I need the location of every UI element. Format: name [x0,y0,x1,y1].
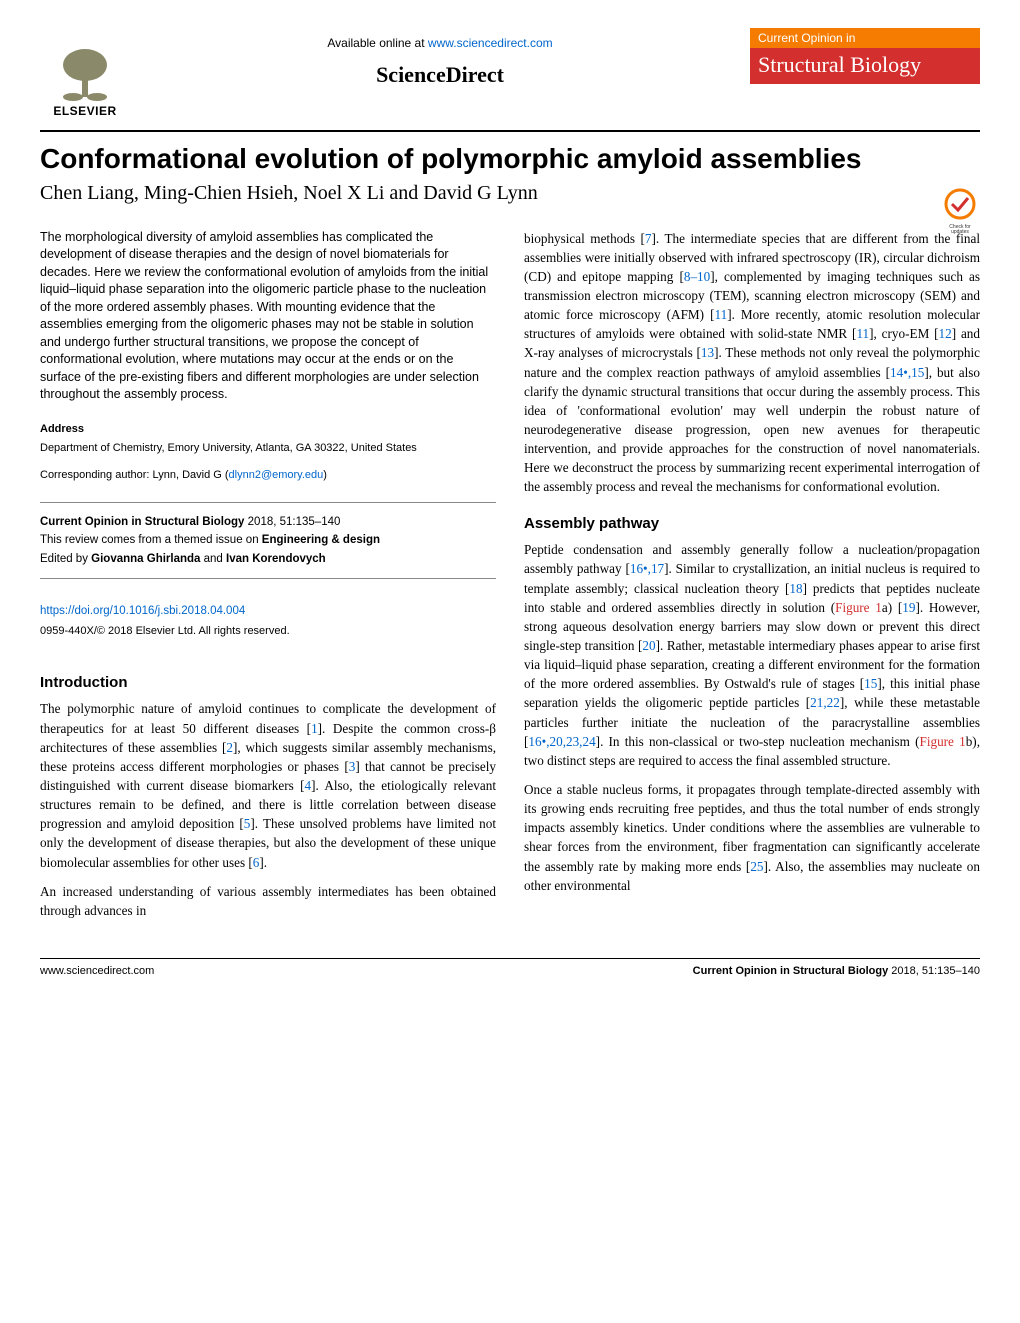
figure-1b-link[interactable]: Figure 1 [919,734,965,749]
figure-1-link[interactable]: Figure 1 [835,600,882,615]
ref-16-20-23-24[interactable]: 16•,20,23,24 [528,734,595,749]
ref-19[interactable]: 19 [902,600,915,615]
footer-pages: 2018, 51:135–140 [888,965,980,977]
sciencedirect-wordmark: ScienceDirect [130,62,750,88]
citation-info-box: Current Opinion in Structural Biology 20… [40,502,496,579]
header-center: Available online at www.sciencedirect.co… [130,28,750,88]
left-column: The morphological diversity of amyloid a… [40,229,496,930]
citation-journal: Current Opinion in Structural Biology [40,516,244,528]
editors-line: Edited by Giovanna Ghirlanda and Ivan Ko… [40,550,496,568]
ref-8-10[interactable]: 8–10 [684,269,710,284]
elsevier-logo-text: ELSEVIER [53,104,116,118]
footer-right: Current Opinion in Structural Biology 20… [693,965,980,977]
copyright: 0959-440X/© 2018 Elsevier Ltd. All right… [40,624,496,640]
address-label: Address [40,422,496,438]
header: ELSEVIER Available online at www.science… [40,28,980,118]
corresp-prefix: Corresponding author: Lynn, David G ( [40,469,229,481]
section-assembly-head: Assembly pathway [524,513,980,535]
ref-18[interactable]: 18 [789,581,802,596]
ref-25[interactable]: 25 [750,859,763,874]
svg-text:updates: updates [951,229,969,234]
ref-11b[interactable]: 11 [856,326,869,341]
ref-2[interactable]: 2 [226,740,233,755]
section-intro-head: Introduction [40,672,496,694]
ref-16-17[interactable]: 16•,17 [630,561,664,576]
journal-badge-bottom: Structural Biology [750,48,980,84]
ref-14-15[interactable]: 14•,15 [890,365,924,380]
citation-line: Current Opinion in Structural Biology 20… [40,513,496,531]
sciencedirect-link[interactable]: www.sciencedirect.com [428,36,553,50]
editor-1: Giovanna Ghirlanda [91,553,200,565]
ref-21-22[interactable]: 21,22 [810,695,840,710]
available-online: Available online at www.sciencedirect.co… [130,36,750,50]
assembly-paragraph-1: Peptide condensation and assembly genera… [524,540,980,770]
doi-block: https://doi.org/10.1016/j.sbi.2018.04.00… [40,603,496,640]
assembly-paragraph-2: Once a stable nucleus forms, it propagat… [524,780,980,895]
tree-icon [55,47,115,102]
ref-15[interactable]: 15 [864,676,877,691]
intro-paragraph-2: An increased understanding of various as… [40,882,496,920]
ref-1[interactable]: 1 [311,721,318,736]
check-updates-icon[interactable]: Check for updates [936,186,984,234]
ref-13[interactable]: 13 [701,345,714,360]
editor-2: Ivan Korendovych [226,553,326,565]
abstract: The morphological diversity of amyloid a… [40,229,496,404]
journal-badge-top: Current Opinion in [750,28,980,48]
ref-11[interactable]: 11 [714,307,727,322]
right-column: biophysical methods [7]. The intermediat… [524,229,980,930]
corresp-close: ) [323,469,327,481]
address-text: Department of Chemistry, Emory Universit… [40,441,496,456]
footer-left: www.sciencedirect.com [40,965,154,977]
edited-prefix: Edited by [40,553,91,565]
corresp-email[interactable]: dlynn2@emory.edu [229,469,324,481]
article-title: Conformational evolution of polymorphic … [40,142,980,176]
theme-line: This review comes from a themed issue on… [40,531,496,549]
editors-and: and [200,553,226,565]
corresponding-author: Corresponding author: Lynn, David G (dly… [40,468,496,484]
doi-link[interactable]: https://doi.org/10.1016/j.sbi.2018.04.00… [40,605,245,617]
col2-paragraph-1: biophysical methods [7]. The intermediat… [524,229,980,497]
elsevier-logo: ELSEVIER [40,28,130,118]
citation-rest: 2018, 51:135–140 [244,516,340,528]
journal-badge: Current Opinion in Structural Biology [750,28,980,84]
two-column-body: The morphological diversity of amyloid a… [40,229,980,930]
footer: www.sciencedirect.com Current Opinion in… [40,958,980,977]
intro-paragraph-1: The polymorphic nature of amyloid contin… [40,699,496,871]
theme-name: Engineering & design [262,534,380,546]
authors: Chen Liang, Ming-Chien Hsieh, Noel X Li … [40,182,980,205]
available-prefix: Available online at [327,36,428,50]
theme-prefix: This review comes from a themed issue on [40,534,262,546]
ref-20[interactable]: 20 [642,638,655,653]
ref-7[interactable]: 7 [645,231,652,246]
ref-12[interactable]: 12 [939,326,952,341]
top-rule [40,130,980,132]
footer-journal: Current Opinion in Structural Biology [693,965,889,977]
